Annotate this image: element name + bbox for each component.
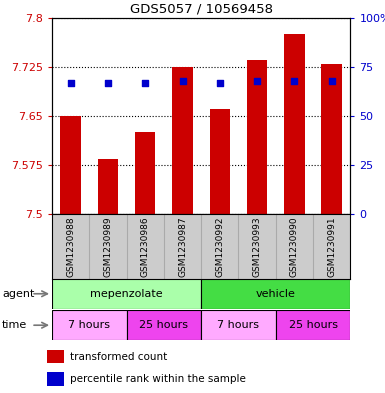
Text: 25 hours: 25 hours [288, 320, 338, 330]
Text: percentile rank within the sample: percentile rank within the sample [70, 374, 246, 384]
Text: GSM1230990: GSM1230990 [290, 216, 299, 277]
Text: transformed count: transformed count [70, 351, 167, 362]
Point [217, 79, 223, 86]
Text: agent: agent [2, 289, 34, 299]
Point [254, 77, 260, 84]
Bar [47, 350, 64, 363]
Bar [247, 60, 267, 214]
Bar [98, 158, 118, 214]
Point [105, 79, 111, 86]
Point [329, 77, 335, 84]
Text: GSM1230991: GSM1230991 [327, 216, 336, 277]
Bar [201, 279, 350, 309]
Text: GSM1230993: GSM1230993 [253, 216, 262, 277]
Bar [276, 310, 350, 340]
Point [142, 79, 148, 86]
Point [67, 79, 74, 86]
Point [179, 77, 186, 84]
Bar [321, 64, 342, 214]
Text: GSM1230988: GSM1230988 [66, 216, 75, 277]
Bar [47, 372, 64, 386]
Text: 7 hours: 7 hours [218, 320, 259, 330]
Bar [135, 132, 156, 214]
Text: time: time [2, 320, 27, 330]
Bar [52, 279, 201, 309]
Point [291, 77, 298, 84]
Bar [284, 34, 305, 214]
Text: 7 hours: 7 hours [68, 320, 110, 330]
Text: GSM1230989: GSM1230989 [104, 216, 112, 277]
Title: GDS5057 / 10569458: GDS5057 / 10569458 [130, 2, 273, 15]
Text: vehicle: vehicle [256, 289, 296, 299]
Text: 25 hours: 25 hours [139, 320, 188, 330]
Text: GSM1230986: GSM1230986 [141, 216, 150, 277]
Bar [209, 109, 230, 214]
Bar [127, 310, 201, 340]
Bar [60, 116, 81, 214]
Bar [201, 310, 276, 340]
Text: mepenzolate: mepenzolate [90, 289, 163, 299]
Bar [52, 310, 127, 340]
Text: GSM1230987: GSM1230987 [178, 216, 187, 277]
Bar [172, 67, 193, 214]
Text: GSM1230992: GSM1230992 [215, 217, 224, 277]
